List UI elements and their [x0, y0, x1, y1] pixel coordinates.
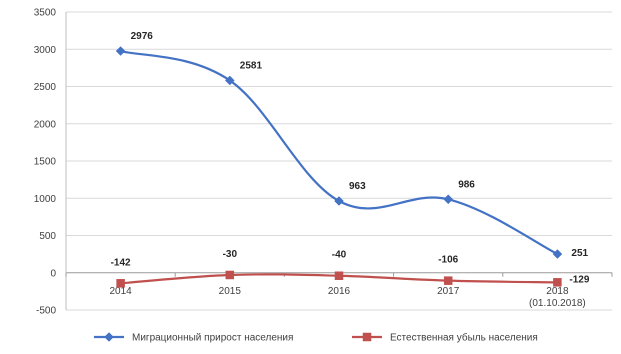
- data-point: [443, 276, 453, 285]
- y-tick-label: 1000: [34, 194, 57, 205]
- data-point: [443, 194, 454, 205]
- legend: Миграционный прирост населения Естественн…: [94, 332, 538, 344]
- data-label: -106: [438, 255, 458, 266]
- y-tick-label: 3500: [34, 8, 57, 19]
- legend-label: Миграционный прирост населения: [132, 333, 293, 344]
- legend-label: Естественная убыль населения: [390, 332, 538, 344]
- x-tick-label: 2018 (01.10.2018): [529, 286, 586, 309]
- data-point: [224, 75, 235, 86]
- y-tick-label: 500: [39, 231, 56, 242]
- data-label: 2976: [131, 31, 154, 42]
- series-natural-decline: [116, 270, 562, 288]
- legend-item-natural-decline: Естественная убыль населения: [352, 332, 538, 344]
- y-tick-label: 3000: [34, 45, 57, 56]
- x-tick-label: 2015: [219, 286, 242, 297]
- y-tick-label: 2000: [34, 119, 57, 130]
- data-point: [553, 278, 562, 287]
- series-line: [119, 49, 559, 256]
- y-tick-label: -500: [36, 306, 56, 317]
- data-label: -142: [111, 257, 131, 268]
- legend-item-migration-growth: Миграционный прирост населения: [94, 332, 293, 344]
- legend-marker: [104, 332, 114, 342]
- series-lines: [115, 46, 563, 288]
- y-tick-label: 0: [50, 268, 56, 279]
- data-point: [334, 271, 344, 280]
- y-tick-label: 1500: [34, 157, 57, 168]
- axes: -500 0 500 1000 1500 2000 2500 3000 3500 2014 2015…: [34, 8, 613, 317]
- data-label: 986: [458, 179, 475, 190]
- x-tick-label: 2017: [437, 286, 460, 297]
- data-point: [552, 249, 563, 259]
- legend-marker: [362, 332, 372, 342]
- y-tick-label: 2500: [34, 82, 57, 93]
- data-label: 2581: [240, 60, 263, 71]
- data-label: -40: [332, 250, 347, 261]
- data-point: [225, 270, 235, 280]
- data-point: [115, 46, 126, 56]
- data-point: [116, 279, 125, 288]
- data-labels: 2976 2581 963 986 251 -142 -30 -40 -106 -129: [111, 31, 590, 285]
- x-tick-label: 2014: [109, 286, 132, 297]
- data-label: -30: [223, 249, 238, 260]
- x-tick-label: 2016: [328, 286, 351, 297]
- data-point: [334, 196, 344, 206]
- series-migration-growth: [115, 46, 563, 259]
- data-label: 963: [349, 181, 366, 192]
- gridlines: [66, 11, 612, 311]
- data-label: 251: [571, 248, 588, 259]
- data-label: -129: [569, 274, 589, 285]
